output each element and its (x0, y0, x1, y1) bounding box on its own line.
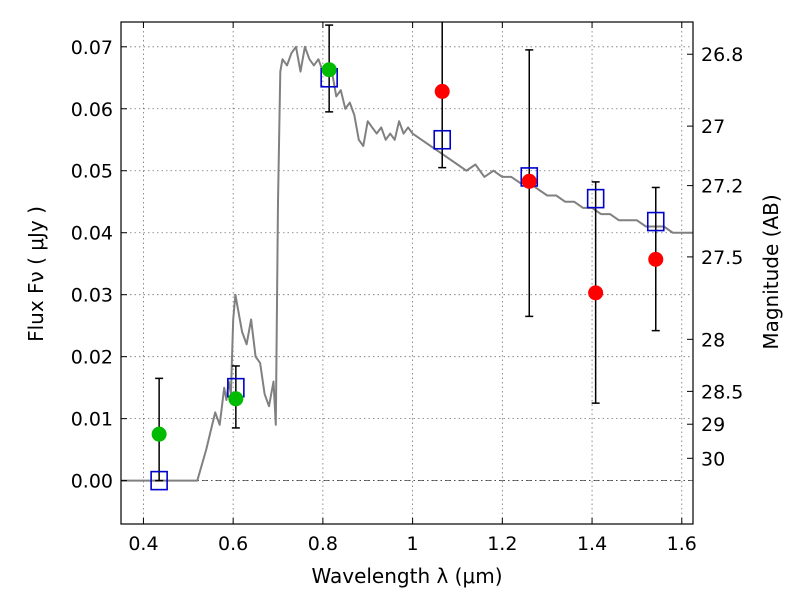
model-flux-square (150, 470, 168, 491)
x-tick-label: 1 (407, 533, 419, 555)
y-tick-label: 0.00 (71, 471, 113, 493)
x-tick-label: 1.4 (577, 533, 607, 555)
x-tick-label: 0.4 (128, 533, 158, 555)
model-flux-square (586, 188, 605, 209)
detection-point (228, 391, 244, 407)
x-tick-label: 1.6 (667, 533, 697, 555)
mag-tick-label: 29 (701, 414, 725, 436)
flux-point-red (648, 251, 664, 267)
flux-point-red (588, 285, 604, 301)
y-tick-label: 0.03 (71, 285, 113, 307)
y-axis-label: Flux Fν ( μJy ) (24, 206, 48, 342)
mag-tick-label: 28.5 (701, 381, 743, 403)
mag-tick-label: 27 (701, 116, 725, 138)
mag-tick-label: 27.5 (701, 247, 743, 269)
detection-point (151, 426, 167, 442)
x-tick-label: 1.2 (487, 533, 517, 555)
plot-frame (120, 21, 694, 525)
y-tick-label: 0.01 (71, 409, 113, 431)
y-tick-label: 0.06 (71, 99, 113, 121)
x-tick-label: 0.6 (218, 533, 248, 555)
x-tick-label: 0.8 (308, 533, 338, 555)
plot-area (121, 22, 693, 491)
y-tick-label: 0.02 (71, 347, 113, 369)
x-axis-label: Wavelength λ (μm) (311, 564, 502, 588)
model-flux-square (646, 211, 665, 232)
flux-point-red (434, 83, 450, 99)
flux-point-red (521, 173, 537, 189)
y-tick-label: 0.07 (71, 37, 113, 59)
mag-tick-label: 26.8 (701, 44, 743, 66)
y2-axis-label: Magnitude (AB) (759, 194, 783, 349)
mag-tick-label: 28 (701, 329, 725, 351)
grid-lines (121, 22, 693, 524)
mag-tick-label: 30 (701, 448, 725, 470)
model-flux-square (433, 129, 452, 150)
model-sed-line (121, 45, 693, 482)
y-tick-label: 0.05 (71, 161, 113, 183)
detection-point (321, 62, 337, 78)
y-tick-label: 0.04 (71, 223, 113, 245)
axis-ticks: 0.4 0.6 0.8 1 1.2 1.4 1.6 0.00 0.01 0.02 0.03 0.04 0… (71, 22, 743, 555)
mag-tick-label: 27.2 (701, 176, 743, 198)
